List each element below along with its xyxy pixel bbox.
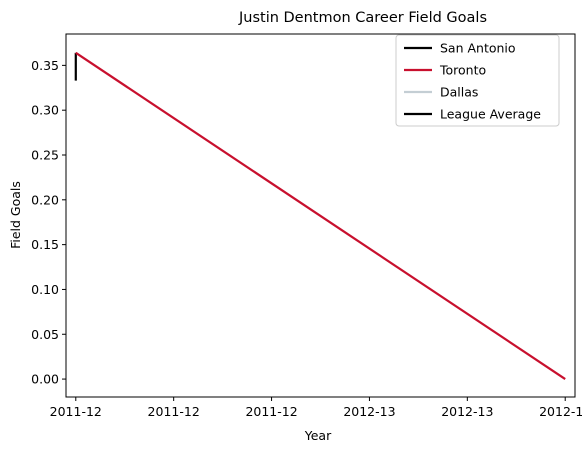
axes-frame: [65, 33, 576, 398]
legend-label-dallas: Dallas: [440, 85, 478, 100]
y-tick-label: 0.05: [31, 327, 59, 342]
y-tick-label: 0.00: [31, 372, 59, 387]
series-line-toronto: [75, 51, 566, 380]
x-axis-label: Year: [304, 428, 332, 443]
x-tick-label: 2012-13: [343, 404, 395, 419]
y-axis-label: Field Goals: [8, 181, 23, 249]
chart-title: Justin Dentmon Career Field Goals: [238, 10, 487, 26]
x-tick-label: 2012-13: [441, 404, 493, 419]
legend-label-toronto: Toronto: [439, 63, 486, 78]
y-tick-label: 0.35: [31, 58, 59, 73]
y-tick-label: 0.30: [31, 103, 59, 118]
x-tick-label: 2011-12: [148, 404, 200, 419]
x-tick-label: 2011-12: [50, 404, 102, 419]
plot-area: [65, 33, 576, 398]
series-lines: [74, 51, 566, 380]
legend-label-san-antonio: San Antonio: [440, 41, 516, 56]
x-axis: 2011-12 2011-12 2011-12 2012-13 2012-13 2012-…: [50, 397, 582, 419]
x-tick-label: 2011-12: [245, 404, 297, 419]
y-tick-label: 0.25: [31, 148, 59, 163]
legend-box: [395, 34, 560, 127]
x-tick-label: 2012-13: [539, 404, 582, 419]
y-tick-label: 0.10: [31, 282, 59, 297]
y-tick-label: 0.20: [31, 192, 59, 207]
legend: San Antonio Toronto Dallas League Average: [395, 34, 560, 127]
legend-label-league-average: League Average: [440, 107, 541, 122]
y-tick-label: 0.15: [31, 237, 59, 252]
y-axis: 0.00 0.05 0.10 0.15 0.20 0.25 0.30 0.35: [31, 58, 66, 387]
